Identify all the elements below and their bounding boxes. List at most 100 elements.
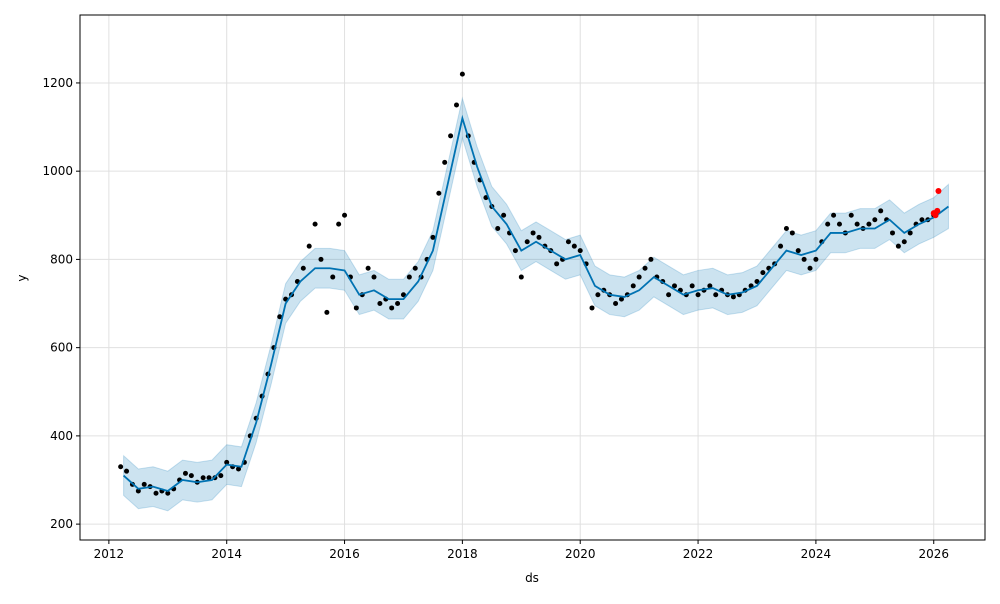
observed-point bbox=[554, 261, 560, 267]
observed-point bbox=[459, 71, 465, 77]
x-tick-label: 2018 bbox=[447, 547, 478, 561]
observed-point bbox=[377, 301, 383, 307]
observed-point bbox=[400, 292, 406, 298]
observed-point bbox=[395, 301, 401, 307]
observed-point bbox=[406, 274, 412, 280]
observed-point bbox=[689, 283, 695, 289]
observed-point bbox=[589, 305, 595, 311]
observed-point bbox=[789, 230, 795, 236]
observed-point bbox=[501, 212, 507, 218]
observed-point bbox=[536, 234, 542, 240]
x-tick-label: 2024 bbox=[801, 547, 832, 561]
observed-point bbox=[188, 473, 194, 479]
observed-point bbox=[277, 314, 283, 320]
observed-point bbox=[153, 490, 159, 496]
observed-point bbox=[695, 292, 701, 298]
observed-point bbox=[565, 239, 571, 245]
observed-point bbox=[365, 265, 371, 271]
observed-point bbox=[783, 226, 789, 232]
observed-point bbox=[124, 468, 130, 474]
observed-point bbox=[642, 265, 648, 271]
observed-point bbox=[224, 459, 230, 465]
observed-point bbox=[412, 265, 418, 271]
observed-point bbox=[495, 226, 501, 232]
plot-frame bbox=[79, 14, 986, 541]
observed-point bbox=[848, 212, 854, 218]
observed-point bbox=[353, 305, 359, 311]
observed-point bbox=[707, 283, 713, 289]
y-tick-label: 400 bbox=[50, 429, 73, 443]
observed-point bbox=[300, 265, 306, 271]
observed-point bbox=[342, 212, 348, 218]
observed-point bbox=[801, 256, 807, 262]
observed-point bbox=[442, 159, 448, 165]
observed-point bbox=[135, 488, 141, 494]
observed-point bbox=[754, 278, 760, 284]
recent-point bbox=[934, 207, 941, 214]
x-axis-label: ds bbox=[525, 571, 539, 585]
observed-point bbox=[778, 243, 784, 249]
observed-point bbox=[182, 470, 188, 476]
y-tick-label: 1200 bbox=[42, 76, 73, 90]
observed-point bbox=[141, 481, 147, 487]
observed-point bbox=[795, 248, 801, 254]
observed-point bbox=[895, 243, 901, 249]
x-tick-label: 2012 bbox=[94, 547, 125, 561]
observed-point bbox=[730, 294, 736, 300]
observed-point bbox=[118, 464, 124, 470]
observed-point bbox=[713, 292, 719, 298]
x-tick-label: 2026 bbox=[918, 547, 949, 561]
observed-point bbox=[595, 292, 601, 298]
observed-point bbox=[512, 248, 518, 254]
observed-point bbox=[872, 217, 878, 223]
observed-point bbox=[836, 221, 842, 227]
observed-point bbox=[200, 475, 206, 481]
y-tick-label: 800 bbox=[50, 252, 73, 266]
observed-point bbox=[630, 283, 636, 289]
observed-point bbox=[666, 292, 672, 298]
forecast-line bbox=[122, 114, 950, 493]
observed-point bbox=[306, 243, 312, 249]
observed-point bbox=[330, 274, 336, 280]
observed-point bbox=[878, 208, 884, 214]
observed-point bbox=[813, 256, 819, 262]
observed-point bbox=[530, 230, 536, 236]
observed-point bbox=[218, 473, 224, 479]
observed-point bbox=[165, 490, 171, 496]
observed-point bbox=[807, 265, 813, 271]
x-tick-label: 2020 bbox=[565, 547, 596, 561]
observed-point bbox=[901, 239, 907, 245]
y-tick-label: 200 bbox=[50, 517, 73, 531]
observed-point bbox=[235, 466, 241, 472]
observed-point bbox=[448, 133, 454, 139]
observed-point bbox=[613, 301, 619, 307]
observed-point bbox=[636, 274, 642, 280]
x-tick-label: 2016 bbox=[329, 547, 360, 561]
observed-point bbox=[524, 239, 530, 245]
observed-point bbox=[907, 230, 913, 236]
recent-point bbox=[935, 188, 942, 195]
observed-point bbox=[671, 283, 677, 289]
observed-point bbox=[518, 274, 524, 280]
observed-point bbox=[436, 190, 442, 196]
observed-point bbox=[389, 305, 395, 311]
observed-point bbox=[371, 274, 377, 280]
observed-point bbox=[648, 256, 654, 262]
observed-point bbox=[618, 296, 624, 302]
observed-point bbox=[206, 475, 212, 481]
observed-point bbox=[324, 309, 330, 315]
observed-point bbox=[889, 230, 895, 236]
y-axis-label: y bbox=[15, 274, 29, 281]
observed-point bbox=[336, 221, 342, 227]
uncertainty-band bbox=[123, 96, 949, 512]
observed-point bbox=[312, 221, 318, 227]
observed-point bbox=[571, 243, 577, 249]
observed-point bbox=[866, 221, 872, 227]
observed-point bbox=[919, 217, 925, 223]
observed-point bbox=[831, 212, 837, 218]
observed-point bbox=[577, 248, 583, 254]
observed-point bbox=[760, 270, 766, 276]
observed-point bbox=[430, 234, 436, 240]
